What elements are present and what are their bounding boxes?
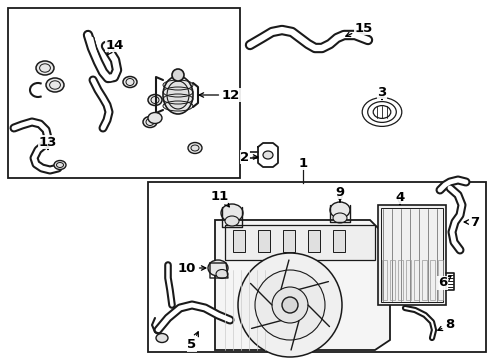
- Ellipse shape: [148, 112, 162, 123]
- Ellipse shape: [207, 260, 227, 276]
- Text: 2: 2: [240, 150, 257, 163]
- Text: 13: 13: [39, 135, 57, 149]
- Ellipse shape: [216, 270, 227, 279]
- Ellipse shape: [54, 161, 66, 170]
- Text: 8: 8: [437, 319, 453, 332]
- Bar: [397, 260, 402, 300]
- Circle shape: [254, 270, 325, 340]
- Text: 5: 5: [187, 332, 198, 351]
- Bar: [307, 230, 319, 252]
- Ellipse shape: [224, 216, 239, 226]
- Ellipse shape: [332, 213, 346, 223]
- Circle shape: [282, 297, 297, 313]
- Ellipse shape: [123, 77, 137, 87]
- Ellipse shape: [46, 78, 64, 92]
- Text: 6: 6: [437, 276, 450, 289]
- Ellipse shape: [148, 95, 162, 105]
- Text: 11: 11: [210, 189, 229, 207]
- Bar: [232, 230, 244, 252]
- Text: 12: 12: [199, 89, 240, 102]
- Bar: [437, 260, 442, 300]
- Text: 15: 15: [345, 22, 372, 36]
- Ellipse shape: [156, 333, 168, 342]
- Ellipse shape: [142, 117, 157, 127]
- Text: 1: 1: [298, 157, 307, 170]
- Ellipse shape: [187, 143, 202, 153]
- Circle shape: [238, 253, 341, 357]
- Ellipse shape: [36, 61, 54, 75]
- Bar: [421, 260, 426, 300]
- Text: 14: 14: [105, 39, 124, 55]
- Bar: [148, 182, 485, 352]
- Ellipse shape: [221, 204, 243, 222]
- Text: 10: 10: [177, 261, 205, 274]
- Ellipse shape: [329, 202, 349, 218]
- Ellipse shape: [167, 81, 189, 109]
- Bar: [377, 205, 445, 305]
- Bar: [224, 225, 374, 260]
- Ellipse shape: [163, 76, 193, 114]
- Bar: [8, 8, 240, 178]
- Bar: [429, 260, 434, 300]
- Bar: [405, 260, 410, 300]
- Bar: [381, 260, 386, 300]
- Text: 9: 9: [335, 185, 344, 202]
- Polygon shape: [215, 220, 389, 350]
- Circle shape: [271, 287, 307, 323]
- Text: 3: 3: [377, 86, 386, 99]
- Bar: [258, 230, 269, 252]
- Ellipse shape: [263, 151, 272, 159]
- Text: 4: 4: [395, 190, 404, 204]
- Bar: [283, 230, 294, 252]
- Circle shape: [172, 69, 183, 81]
- Bar: [380, 208, 442, 302]
- Bar: [413, 260, 418, 300]
- Bar: [389, 260, 394, 300]
- Bar: [332, 230, 345, 252]
- Text: 7: 7: [463, 216, 478, 229]
